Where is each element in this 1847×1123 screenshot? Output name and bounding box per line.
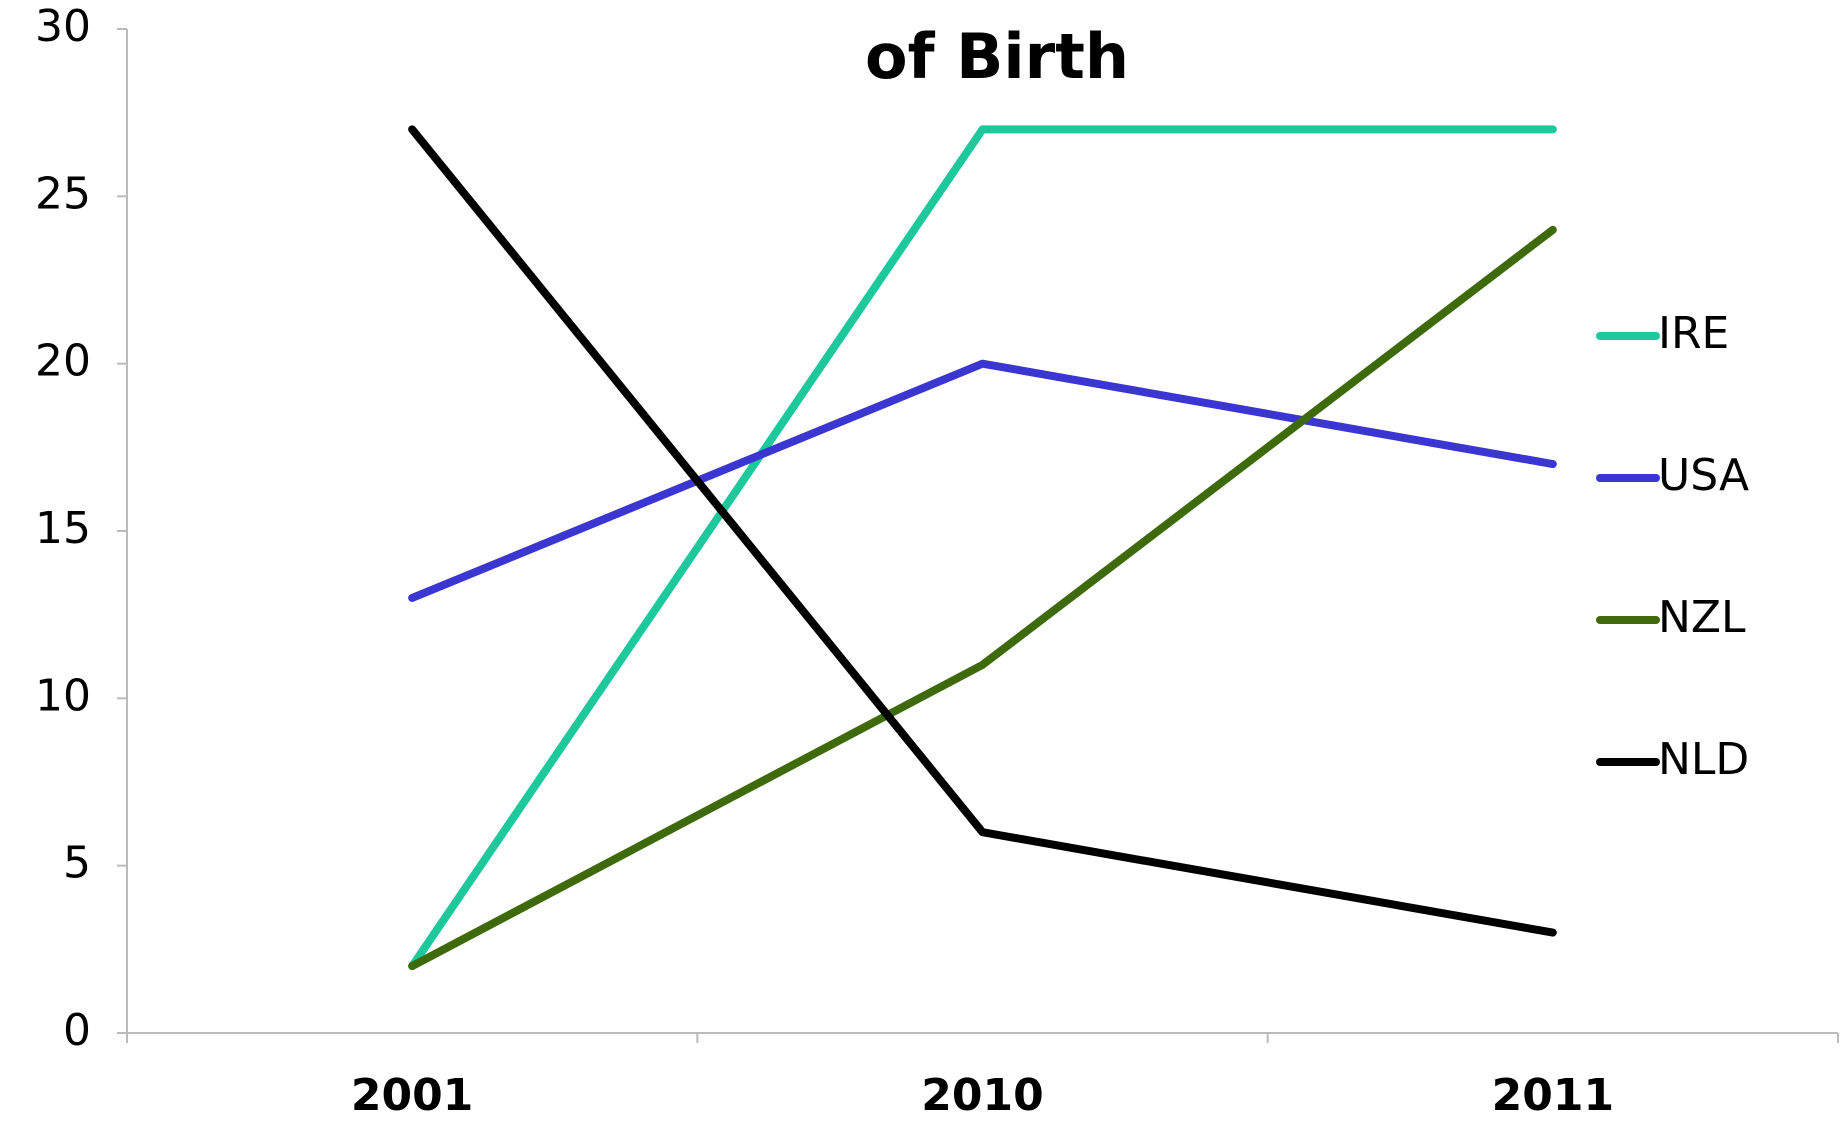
y-tick-label: 0	[63, 1005, 91, 1056]
series-line	[408, 125, 1557, 937]
series-line	[408, 359, 1557, 602]
chart-title: of Birth	[865, 20, 1129, 93]
series-line	[408, 225, 1557, 971]
legend-label: IRE	[1658, 308, 1729, 359]
legend-label: NZL	[1658, 592, 1746, 643]
legend-label: NLD	[1658, 734, 1749, 785]
y-tick-label: 5	[63, 838, 91, 889]
y-tick-label: 15	[35, 503, 91, 554]
x-tick-label: 2001	[351, 1070, 473, 1121]
y-tick-label: 20	[35, 336, 91, 387]
x-tick-label: 2010	[921, 1070, 1043, 1121]
x-tick-label: 2011	[1492, 1070, 1614, 1121]
y-tick-label: 10	[35, 670, 91, 721]
y-tick-label: 25	[35, 168, 91, 219]
series-line	[408, 125, 1557, 971]
legend-label: USA	[1658, 450, 1749, 501]
y-tick-label: 30	[35, 1, 91, 52]
